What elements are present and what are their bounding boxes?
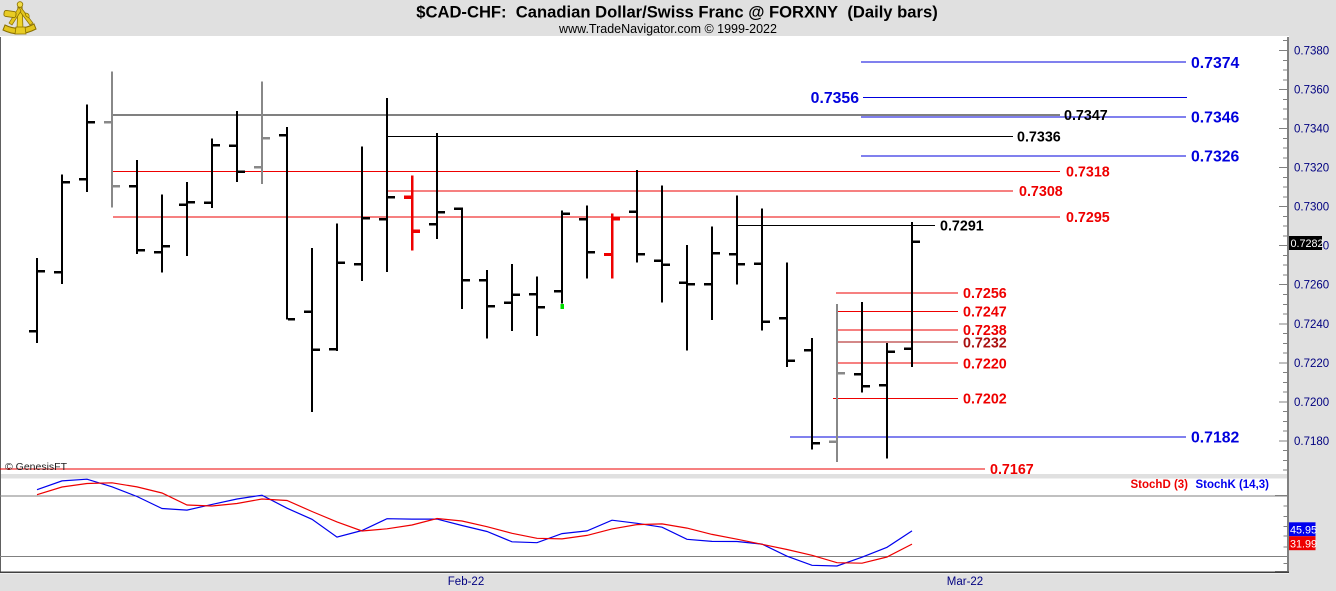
svg-text:www.TradeNavigator.com © 1999-: www.TradeNavigator.com © 1999-2022: [558, 22, 777, 36]
svg-text:0.7346: 0.7346: [1191, 110, 1240, 127]
svg-text:0.7220: 0.7220: [963, 356, 1007, 372]
svg-text:© GenesisFT: © GenesisFT: [5, 461, 68, 473]
svg-text:0.7260: 0.7260: [1294, 280, 1329, 292]
svg-text:0.7340: 0.7340: [1294, 124, 1329, 136]
svg-text:31.99: 31.99: [1290, 539, 1317, 551]
svg-text:Feb-22: Feb-22: [448, 576, 484, 588]
svg-text:0.7300: 0.7300: [1294, 202, 1329, 214]
svg-text:StochD (3): StochD (3): [1131, 479, 1189, 491]
svg-text:0.7380: 0.7380: [1294, 46, 1329, 58]
svg-text:0.7347: 0.7347: [1064, 108, 1108, 124]
svg-text:0.7318: 0.7318: [1066, 165, 1110, 181]
svg-text:0.7308: 0.7308: [1019, 184, 1063, 200]
svg-text:0.7374: 0.7374: [1191, 55, 1240, 72]
svg-text:0.7202: 0.7202: [963, 392, 1007, 408]
svg-text:0.7336: 0.7336: [1017, 130, 1061, 146]
svg-text:Mar-22: Mar-22: [947, 576, 983, 588]
svg-text:StochK (14,3): StochK (14,3): [1196, 479, 1270, 491]
svg-text:0.7320: 0.7320: [1294, 163, 1329, 175]
svg-text:0.7167: 0.7167: [990, 462, 1034, 478]
svg-text:0.7282: 0.7282: [1291, 238, 1324, 250]
svg-text:0.7291: 0.7291: [940, 218, 984, 234]
svg-text:0.7240: 0.7240: [1294, 319, 1329, 331]
svg-text:0.7182: 0.7182: [1191, 430, 1240, 447]
svg-text:0.7180: 0.7180: [1294, 436, 1329, 448]
svg-text:0.7247: 0.7247: [963, 304, 1007, 320]
svg-text:0.7326: 0.7326: [1191, 149, 1240, 166]
svg-text:0.7356: 0.7356: [811, 90, 860, 107]
svg-text:0.7360: 0.7360: [1294, 85, 1329, 97]
svg-text:45.95: 45.95: [1290, 525, 1317, 537]
svg-text:0.7232: 0.7232: [963, 335, 1007, 351]
svg-text:0.7295: 0.7295: [1066, 210, 1110, 226]
svg-text:$CAD-CHF: Canadian Dollar/Swi: $CAD-CHF: Canadian Dollar/Swiss Franc @ …: [416, 3, 937, 22]
svg-text:0.7220: 0.7220: [1294, 358, 1329, 370]
svg-text:0.7200: 0.7200: [1294, 397, 1329, 409]
svg-text:0.7238: 0.7238: [963, 323, 1007, 339]
svg-text:0.7256: 0.7256: [963, 286, 1007, 302]
